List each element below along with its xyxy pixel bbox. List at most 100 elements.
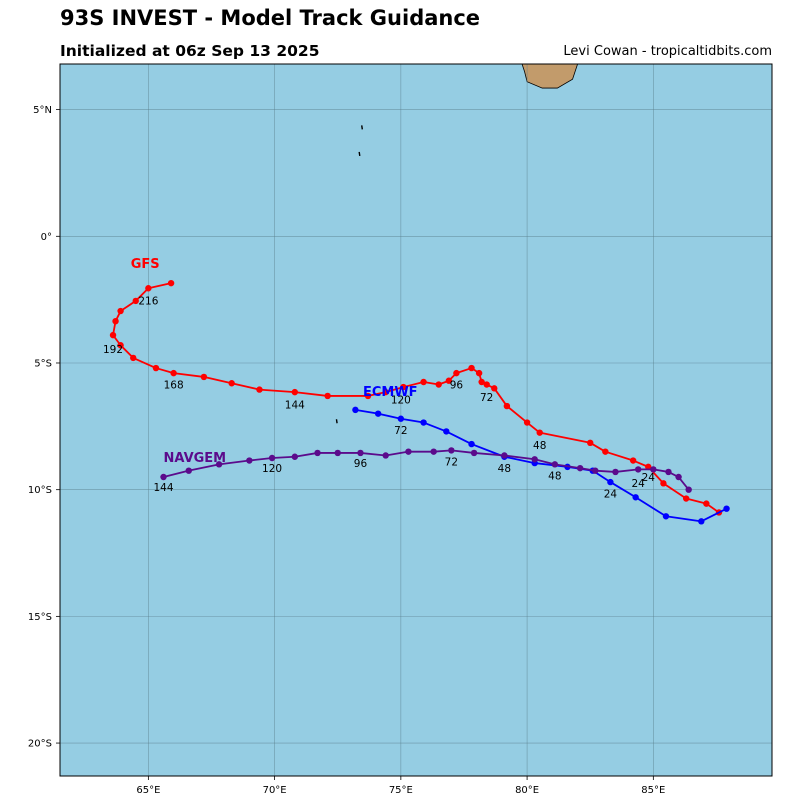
track-point (185, 467, 192, 474)
track-point (352, 406, 359, 414)
x-tick-label: 70°E (263, 785, 287, 796)
track-point (660, 480, 667, 487)
model-tracks: 24 48 72 96 120 144 168 192 216 GFS 24 48 72 ECMWF 24 4… (103, 257, 730, 525)
track-point (587, 439, 594, 447)
track-point (703, 500, 710, 507)
forecast-hour-label: 72 (480, 392, 493, 404)
track-point (228, 380, 235, 387)
y-tick-label: 20°S (28, 739, 52, 750)
track-point (268, 454, 276, 462)
track-point (448, 447, 455, 454)
x-tick-label: 80°E (515, 785, 539, 796)
track-point (723, 505, 730, 512)
init-time-subtitle: Initialized at 06z Sep 13 2025 (60, 42, 320, 60)
track-point (382, 388, 389, 396)
track-point (445, 377, 453, 384)
track-point (112, 317, 119, 325)
track-point (602, 448, 609, 455)
plot-frame (59, 63, 773, 777)
forecast-hour-label: 72 (394, 425, 407, 437)
y-tick-label: 5°S (34, 358, 52, 369)
ocean-background (60, 64, 772, 776)
track-point (685, 486, 692, 493)
y-tick-label: 0° (41, 232, 52, 243)
track-point (523, 419, 531, 426)
track-point (531, 456, 538, 463)
track-point (405, 448, 412, 455)
track-point (400, 383, 407, 391)
track-point (397, 415, 405, 422)
track-point (170, 369, 177, 377)
track-point (420, 419, 427, 426)
track-point (246, 457, 253, 464)
small-island (361, 125, 364, 130)
y-tick-label: 10°S (28, 485, 52, 496)
small-island (335, 419, 338, 424)
track-point (470, 449, 478, 457)
track-point (291, 388, 299, 396)
track-point (536, 429, 543, 436)
forecast-hour-label: 48 (498, 463, 511, 475)
track-point (430, 448, 437, 455)
track-point (256, 386, 263, 393)
forecast-hour-label: 24 (631, 478, 645, 490)
track-point (682, 495, 690, 502)
track-point (314, 449, 321, 457)
track-point (160, 473, 167, 481)
forecast-hour-label: 96 (450, 379, 464, 391)
track-point (478, 378, 485, 386)
track-point (592, 467, 599, 474)
grid-lines (60, 64, 772, 776)
track-point (698, 518, 705, 525)
track-point (420, 378, 427, 386)
model-name-label: ECMWF (363, 385, 418, 400)
track-point (551, 461, 559, 468)
forecast-hour-label: 72 (445, 457, 458, 469)
landmass (521, 64, 579, 89)
y-tick-label: 15°S (28, 612, 52, 623)
track-point (291, 453, 299, 460)
track-point (152, 364, 160, 372)
track-point (675, 473, 682, 481)
track-point (324, 392, 331, 400)
track-gfs: 24 48 72 96 120 144 168 192 216 GFS (103, 257, 723, 516)
track-point (475, 369, 483, 377)
chart-title: 93S INVEST - Model Track Guidance (60, 6, 481, 30)
track-point (130, 354, 137, 362)
axis-ticks: 65°E 70°E 75°E 80°E 85°E 5°N 0° 5°S 10°S 15°S 20°S (28, 105, 665, 796)
forecast-hour-label: 24 (604, 488, 618, 500)
track-point (491, 385, 498, 392)
track-point (334, 449, 341, 457)
track-point (650, 466, 657, 473)
track-point (382, 452, 389, 459)
track-point (167, 279, 175, 287)
forecast-hour-label: 48 (548, 471, 561, 483)
track-point (357, 449, 364, 457)
track-point (576, 464, 584, 472)
track-point (645, 463, 652, 471)
forecast-hour-label: 144 (285, 400, 305, 412)
credit-text: Levi Cowan - tropicaltidbits.com (563, 44, 772, 59)
forecast-hour-label: 144 (153, 482, 173, 494)
forecast-hour-label: 24 (642, 472, 656, 484)
forecast-hour-label: 48 (533, 440, 546, 452)
forecast-hour-label: 192 (103, 344, 123, 356)
track-point (109, 331, 117, 339)
land-layer (335, 64, 579, 424)
track-point (443, 428, 450, 435)
track-point (629, 457, 637, 464)
x-tick-label: 75°E (389, 785, 413, 796)
track-point (632, 494, 639, 501)
track-point (483, 381, 490, 388)
forecast-hour-label: 120 (262, 463, 282, 475)
track-point (364, 392, 372, 400)
track-point (612, 468, 619, 476)
track-point (503, 402, 511, 410)
forecast-hour-label: 96 (354, 458, 368, 470)
track-point (117, 342, 124, 349)
track-point (145, 285, 152, 292)
track-point (501, 452, 508, 459)
track-point (468, 364, 475, 372)
track-point (117, 307, 124, 315)
